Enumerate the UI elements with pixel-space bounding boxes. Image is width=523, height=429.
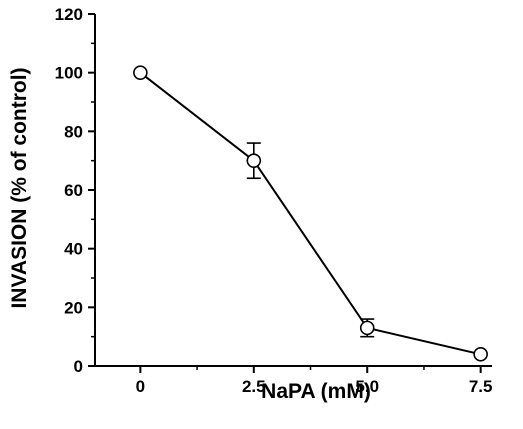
data-point: [246, 153, 262, 168]
x-tick-label: 2.5: [242, 377, 266, 396]
y-tick-label: 0: [74, 357, 83, 376]
x-tick-label: 7.5: [469, 377, 493, 396]
ticks: 0 20 40 60 80 100 120 0 2.5 5.0 7.5: [55, 5, 493, 396]
y-axis-title: INVASION (% of control): [8, 67, 31, 308]
x-tick-label: 5.0: [355, 377, 379, 396]
data-point: [473, 346, 488, 362]
y-tick-label: 60: [64, 181, 83, 200]
plot-area: [133, 65, 488, 362]
y-tick-label: 80: [64, 122, 83, 141]
x-tick-label: 0: [136, 377, 145, 396]
y-tick-label: 100: [55, 64, 83, 83]
series-line: [139, 71, 481, 356]
data-point: [359, 320, 375, 336]
y-tick-label: 40: [64, 240, 83, 259]
y-tick-label: 120: [55, 5, 83, 24]
axes: [94, 14, 492, 367]
data-point: [133, 65, 148, 80]
x-axis-title: NaPA (mM): [261, 380, 371, 403]
y-tick-label: 20: [64, 298, 83, 317]
